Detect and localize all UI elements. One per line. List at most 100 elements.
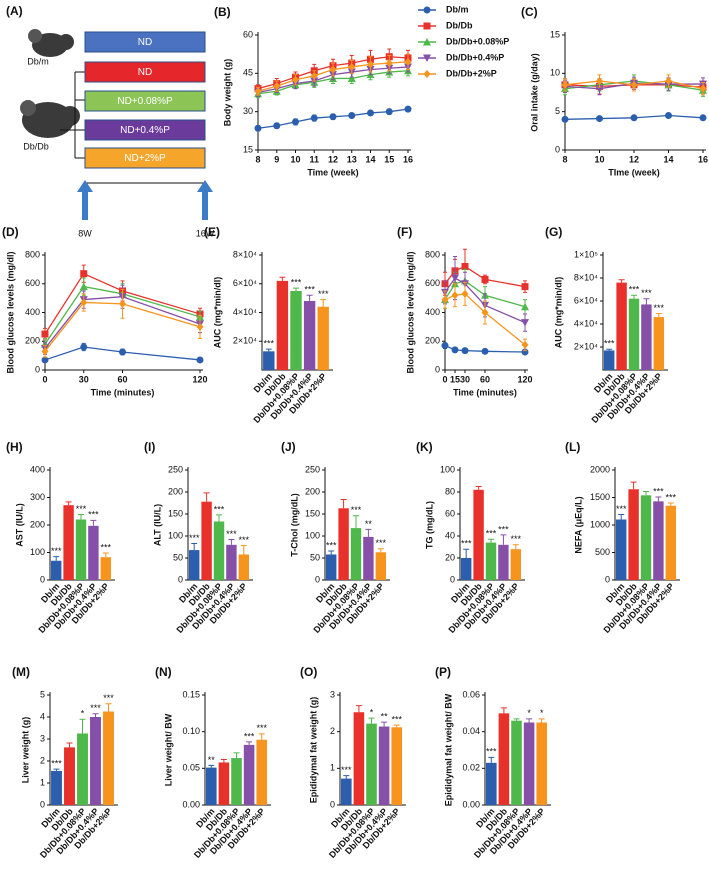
marker (596, 115, 603, 123)
error-bar (53, 556, 60, 561)
significance: *** (76, 504, 87, 514)
bar (50, 560, 62, 580)
marker (521, 340, 529, 349)
bar (303, 301, 316, 370)
y-tick-label: 500 (595, 547, 610, 557)
bar (103, 711, 114, 805)
marker (41, 347, 49, 356)
bar (213, 521, 225, 580)
legend-label: Db/Db+2%P (446, 68, 497, 78)
bar (100, 557, 112, 580)
bar (510, 549, 522, 580)
y-tick-label: 200 (425, 336, 440, 346)
error-bar (320, 299, 327, 307)
error-bar (475, 486, 482, 490)
error-bar (306, 294, 313, 301)
legend-marker (423, 6, 431, 14)
bar (511, 720, 522, 805)
y-tick-label: 1 (330, 763, 335, 773)
x-tick-label: 60 (480, 374, 490, 384)
significance: *** (498, 524, 509, 534)
error-bar (381, 721, 388, 727)
bar (317, 306, 329, 370)
error-bar (92, 713, 99, 717)
significance: *** (51, 546, 62, 556)
marker (310, 71, 318, 80)
error-bar (488, 756, 495, 763)
y-tick-label: 0 (330, 799, 335, 809)
error-bar (500, 534, 507, 545)
bar (653, 501, 664, 580)
panel-a: (A) ND ND ND+0.08%P ND+0.4%P ND+2%P Db/m Db/… (6, 4, 215, 238)
x-tick-label: 10 (594, 154, 604, 164)
error-bar (220, 759, 227, 763)
y-tick-label: 0 (450, 574, 455, 584)
x-tick-label: 9 (274, 154, 279, 164)
y-tick-label: 15 (550, 29, 560, 39)
y-axis-label: T-Chol (mg/dL) (289, 493, 299, 556)
panel-label: (F) (397, 225, 412, 239)
x-axis-label: Time (week) (307, 167, 358, 177)
y-tick-label: 1 (40, 777, 45, 787)
marker (461, 347, 469, 355)
bar (338, 508, 349, 580)
bar (653, 317, 665, 370)
marker (348, 112, 356, 119)
y-tick-label: 20 (445, 552, 455, 562)
y-tick-label: 100 (30, 547, 45, 557)
y-tick-label: 0.04 (462, 726, 480, 736)
bar (226, 544, 237, 580)
panel-label: (C) (521, 5, 538, 19)
bar (536, 722, 547, 805)
significance: *** (511, 534, 522, 544)
series-line (44, 272, 201, 335)
x-tick-label: 14 (663, 154, 673, 164)
legend-marker (423, 22, 431, 30)
error-bar (368, 717, 375, 724)
marker (481, 275, 489, 283)
significance: *** (629, 285, 640, 295)
bar (375, 552, 387, 580)
bar (290, 290, 302, 370)
marker (481, 347, 489, 355)
marker (196, 356, 204, 364)
legend-label: Db/Db+0.4%P (446, 52, 504, 62)
significance: ** (208, 755, 216, 765)
bar (353, 712, 365, 805)
y-tick-label: 200 (305, 486, 320, 496)
y-tick-label: 80 (445, 486, 455, 496)
significance: *** (256, 723, 267, 733)
marker (461, 289, 469, 298)
marker (254, 87, 262, 96)
significance: *** (391, 714, 402, 724)
y-tick-label: 100 (440, 464, 455, 474)
y-tick-label: 200 (168, 486, 183, 496)
y-tick-label: 10 (550, 68, 560, 78)
y-axis-label: Blood glucose levels (mg/dl) (405, 251, 415, 373)
panel-label: (L) (565, 440, 580, 454)
marker (273, 82, 281, 91)
y-tick-label: 0 (605, 574, 610, 584)
marker (196, 322, 204, 331)
x-tick-label: 30 (79, 374, 89, 384)
bar (640, 495, 652, 580)
bar (243, 744, 255, 805)
bar (363, 536, 374, 580)
error-bar (258, 733, 265, 740)
y-tick-label: 2 (40, 755, 45, 765)
marker (521, 319, 529, 327)
y-axis-label: AUC (mg*min/dl) (212, 277, 222, 349)
marker (451, 346, 459, 354)
x-tick-label: 14 (365, 154, 375, 164)
error-bar (191, 542, 198, 551)
error-bar (500, 707, 507, 714)
mouse-icon (28, 29, 74, 57)
bar (498, 713, 510, 805)
x-axis-label: TIme (week) (608, 167, 660, 177)
diet-box (84, 147, 206, 169)
x-tick-label: 120 (517, 374, 532, 384)
marker (310, 114, 318, 122)
bar (616, 282, 627, 370)
bar (263, 351, 275, 370)
mouse-icon (20, 100, 80, 138)
